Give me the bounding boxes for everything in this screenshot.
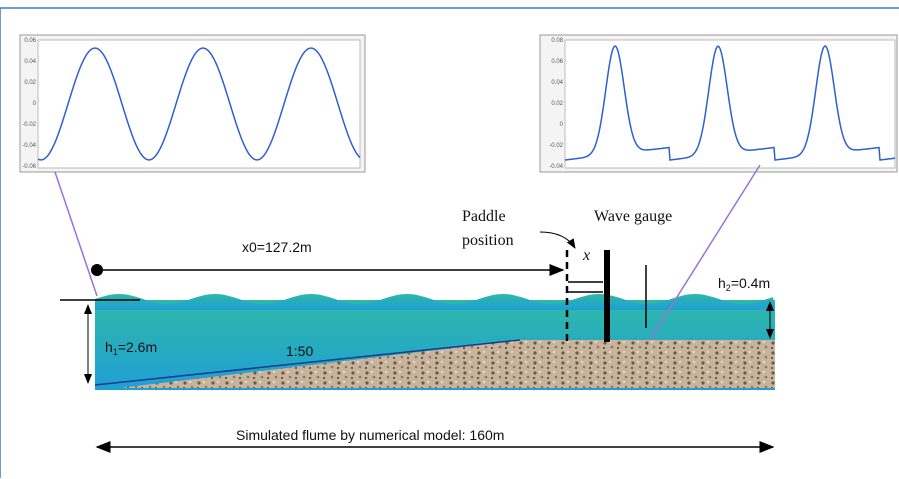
- y-tick-label: 0: [560, 122, 564, 128]
- label-part: 1: [113, 347, 118, 357]
- paddle-label: position: [462, 232, 514, 249]
- paddle-pointer: [539, 231, 576, 249]
- paddle-label: Paddle: [462, 208, 506, 225]
- y-tick-label: 0.02: [24, 80, 36, 86]
- label-part: =0.4m: [731, 275, 770, 291]
- paddle-stroke: [568, 281, 603, 293]
- y-tick-label: -0.02: [22, 122, 36, 128]
- y-tick-label: 0.04: [551, 80, 563, 86]
- label-part: h: [718, 275, 726, 291]
- left-link: [54, 171, 98, 297]
- y-tick-label: -0.04: [22, 143, 36, 149]
- seabed: [120, 340, 775, 388]
- right-link: [649, 164, 761, 341]
- right-wave: [564, 45, 896, 161]
- flume-label: Simulated flume by numerical model: 160m: [236, 427, 504, 443]
- wave-gauge-label: Wave gauge: [594, 208, 672, 225]
- paddle-symbol: x: [582, 247, 590, 264]
- left-wave: [37, 47, 361, 161]
- y-tick-label: 0: [33, 101, 37, 107]
- y-tick-label: -0.06: [22, 164, 36, 170]
- slope-label: 1:50: [286, 343, 313, 359]
- label-part: =2.6m: [118, 339, 157, 355]
- y-tick-label: 0.06: [551, 59, 563, 65]
- y-tick-label: 0.08: [551, 38, 563, 44]
- frame: [0, 7, 899, 478]
- label-part: h: [105, 339, 113, 355]
- h1-label: h1=2.6m: [105, 339, 157, 357]
- slope-line: [94, 339, 521, 386]
- h2-label: h2=0.4m: [718, 275, 770, 293]
- label-part: 2: [726, 283, 731, 293]
- y-tick-label: -0.04: [549, 164, 563, 170]
- y-tick-label: 0.02: [551, 101, 563, 107]
- y-tick-label: -0.02: [549, 143, 563, 149]
- left-plot-area: [37, 39, 361, 169]
- x0-label: x0=127.2m: [242, 239, 312, 255]
- y-tick-label: 0.04: [24, 59, 36, 65]
- y-tick-label: 0.06: [24, 38, 36, 44]
